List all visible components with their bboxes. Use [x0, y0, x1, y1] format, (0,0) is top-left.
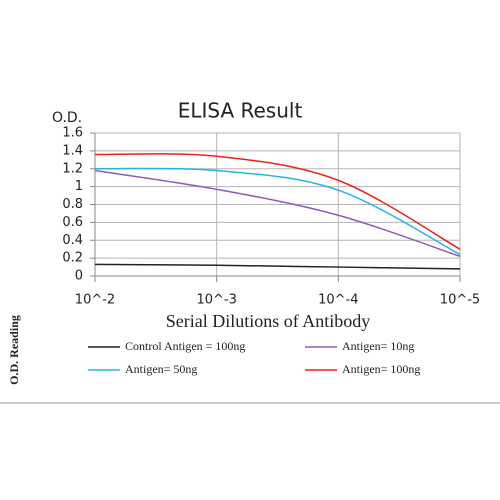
- y-tick-label: 1.2: [62, 161, 83, 176]
- y-tick-label: 0.2: [62, 251, 83, 266]
- x-tick-label: 10^-4: [318, 293, 358, 308]
- y-axis-title: O.D. Reading: [7, 315, 21, 385]
- y-tick-label: 0.6: [62, 215, 83, 230]
- x-tick-label: 10^-2: [75, 293, 115, 308]
- y-tick-label: 1.6: [62, 126, 83, 141]
- y-tick-label: 0.8: [62, 197, 83, 212]
- legend-label: Antigen= 50ng: [125, 362, 197, 376]
- legend-label: Control Antigen = 100ng: [125, 339, 245, 353]
- legend-label: Antigen= 10ng: [342, 339, 414, 353]
- x-axis-title: Serial Dilutions of Antibody: [166, 311, 371, 331]
- series-line: [94, 263, 461, 270]
- y-tick-label: 0.4: [62, 233, 83, 248]
- series-line: [94, 167, 461, 256]
- y-unit-label: O.D.: [52, 110, 82, 126]
- y-tick-label: 0: [75, 269, 83, 284]
- series-line: [94, 153, 461, 250]
- series-line: [94, 169, 461, 258]
- y-tick-label: 1.4: [62, 143, 83, 158]
- legend-label: Antigen= 100ng: [342, 362, 420, 376]
- x-tick-label: 10^-3: [196, 293, 236, 308]
- chart-title: ELISA Result: [178, 99, 303, 123]
- y-tick-label: 1: [75, 179, 83, 194]
- x-tick-label: 10^-5: [440, 293, 480, 308]
